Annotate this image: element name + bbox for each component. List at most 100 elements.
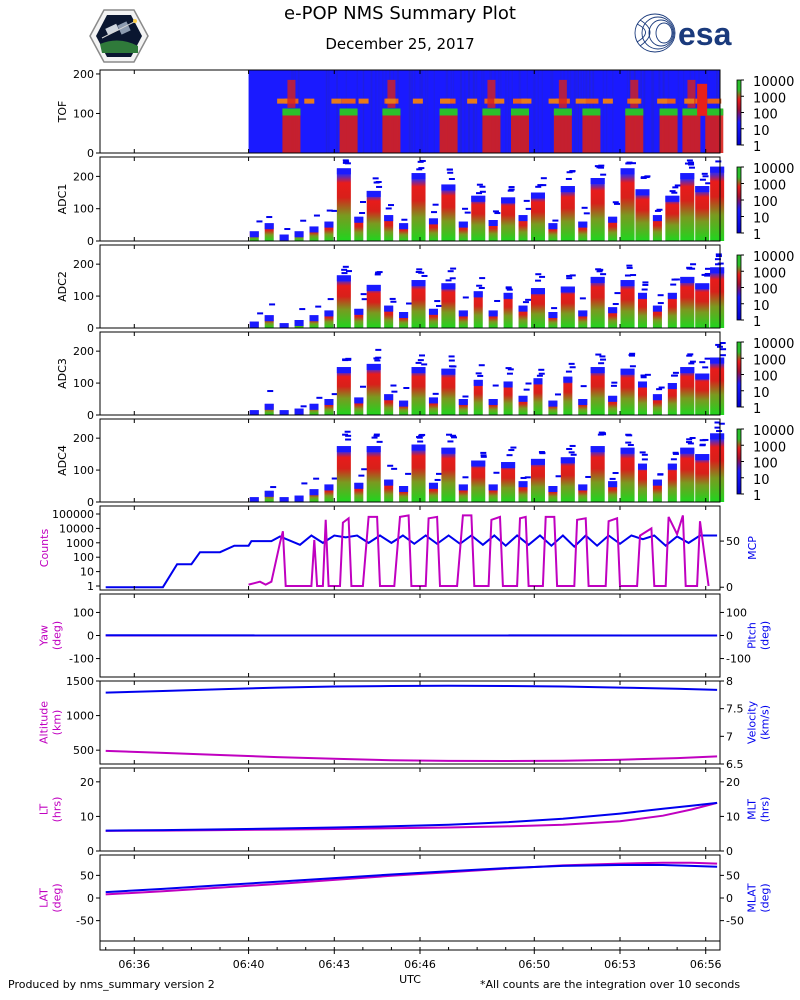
adc-sparse-bin bbox=[596, 270, 603, 273]
adc-sparse-bin bbox=[345, 438, 352, 441]
tof-streak bbox=[532, 70, 535, 153]
colorbar-label: 10 bbox=[753, 473, 770, 488]
adc-bin-column bbox=[441, 447, 456, 502]
adc-sparse-bin bbox=[719, 342, 726, 345]
adc-sparse-bin bbox=[401, 218, 408, 221]
adc-sparse-bin bbox=[476, 183, 483, 186]
tof-burst-band bbox=[661, 98, 676, 104]
adc-sparse-bin bbox=[535, 185, 542, 188]
adc-sparse-bin bbox=[720, 348, 727, 351]
adc-sparse-bin bbox=[600, 173, 607, 176]
adc-bin-cap bbox=[608, 481, 618, 488]
adc-bin-cap bbox=[294, 320, 304, 327]
adc-bin-cap bbox=[710, 357, 725, 364]
adc-sparse-bin bbox=[686, 267, 693, 270]
tof-burst-column bbox=[482, 109, 501, 153]
adc-sparse-bin bbox=[596, 166, 603, 169]
adc-bin-cap bbox=[366, 284, 381, 291]
adc-sparse-bin bbox=[672, 371, 679, 374]
adc-bin-cap bbox=[366, 363, 381, 370]
tof-burst-upper bbox=[387, 79, 396, 108]
tof-streak bbox=[658, 70, 660, 153]
colorbar-label: 100 bbox=[753, 108, 778, 123]
adc-sparse-bin bbox=[462, 395, 469, 398]
adc-sparse-bin bbox=[445, 279, 452, 282]
adc-sparse-bin bbox=[421, 274, 428, 277]
adc-sparse-bin bbox=[376, 271, 383, 274]
adc-sparse-bin bbox=[674, 184, 681, 187]
y-axis-label: ADC2 bbox=[56, 271, 69, 302]
adc-sparse-bin bbox=[565, 177, 572, 180]
tof-streak bbox=[541, 70, 544, 153]
adc-bin-column bbox=[503, 381, 513, 415]
adc-sparse-bin bbox=[436, 304, 443, 307]
adc-bin-column bbox=[680, 367, 695, 415]
adc-sparse-bin bbox=[566, 277, 573, 280]
adc-sparse-bin bbox=[505, 287, 512, 290]
x-tick-label: 06:50 bbox=[518, 958, 550, 971]
tof-burst-upper bbox=[487, 79, 496, 108]
tof-burst-column bbox=[439, 109, 458, 153]
adc-bin-cap bbox=[667, 463, 677, 470]
adc-bin-cap bbox=[279, 497, 289, 502]
adc-bin-column bbox=[336, 168, 351, 241]
adc-sparse-bin bbox=[670, 374, 677, 377]
adc-sparse-bin bbox=[688, 161, 695, 164]
adc-sparse-bin bbox=[391, 390, 398, 393]
adc-bin-cap bbox=[680, 447, 695, 454]
adc-bin-column bbox=[563, 376, 573, 415]
adc-bin-cap bbox=[473, 379, 483, 386]
tof-band-mark bbox=[684, 98, 695, 104]
adc-bin-cap bbox=[635, 189, 650, 196]
panel-orbit: 500 1000 1500 6.5 7 7.5 8 Altitude(km) Velocity(… bbox=[38, 675, 772, 771]
adc-bin-cap bbox=[411, 280, 426, 287]
esa-logo-icon: esa bbox=[634, 13, 732, 53]
adc-sparse-bin bbox=[670, 458, 677, 461]
adc-sparse-bin bbox=[598, 164, 605, 167]
tof-band-mark bbox=[494, 98, 505, 104]
tof-burst-column bbox=[282, 109, 301, 153]
adc-sparse-bin bbox=[689, 436, 696, 439]
tof-streak bbox=[606, 70, 608, 153]
adc-sparse-bin bbox=[390, 384, 397, 387]
adc-sparse-bin bbox=[626, 161, 633, 164]
adc-sparse-bin bbox=[523, 388, 530, 391]
tof-streak bbox=[460, 70, 462, 153]
adc-bin-column bbox=[264, 223, 274, 241]
adc-sparse-bin bbox=[569, 170, 576, 173]
colorbar-label: 100 bbox=[753, 283, 778, 298]
y-tick-label: 7.5 bbox=[726, 703, 744, 716]
adc-sparse-bin bbox=[331, 393, 338, 396]
adc-sparse-bin bbox=[595, 268, 602, 271]
adc-sparse-bin bbox=[450, 267, 457, 270]
adc-bin-cap bbox=[279, 410, 289, 415]
y-tick-label: 100 bbox=[726, 606, 747, 619]
y-tick-label: 1000 bbox=[66, 537, 94, 550]
tof-hot-spot bbox=[697, 83, 708, 116]
adc-bin-cap bbox=[518, 481, 528, 488]
adc-sparse-bin bbox=[431, 211, 438, 214]
adc-bin-cap bbox=[530, 192, 545, 199]
adc-sparse-bin bbox=[701, 172, 708, 175]
adc-sparse-bin bbox=[640, 376, 647, 379]
x-tick-label: 06:53 bbox=[604, 958, 636, 971]
tof-streak bbox=[577, 70, 580, 153]
adc-sparse-bin bbox=[627, 444, 634, 447]
adc-sparse-bin bbox=[684, 162, 691, 165]
adc-bin-cap bbox=[652, 305, 662, 312]
adc-sparse-bin bbox=[419, 354, 426, 357]
adc-sparse-bin bbox=[525, 207, 532, 210]
tof-streak bbox=[643, 70, 645, 153]
adc-sparse-bin bbox=[538, 372, 545, 375]
time-strip bbox=[99, 940, 721, 951]
y-axis-label-right: MCP bbox=[746, 536, 759, 560]
adc-bin-column bbox=[518, 395, 528, 415]
adc-bin-cap bbox=[530, 458, 545, 465]
adc-bin-cap bbox=[428, 482, 438, 489]
adc-sparse-bin bbox=[704, 357, 711, 360]
adc-bin-cap bbox=[458, 399, 468, 406]
tof-streak bbox=[378, 70, 380, 153]
adc-bin-column bbox=[354, 216, 364, 241]
adc-sparse-bin bbox=[538, 368, 545, 371]
adc-sparse-bin bbox=[505, 367, 512, 370]
